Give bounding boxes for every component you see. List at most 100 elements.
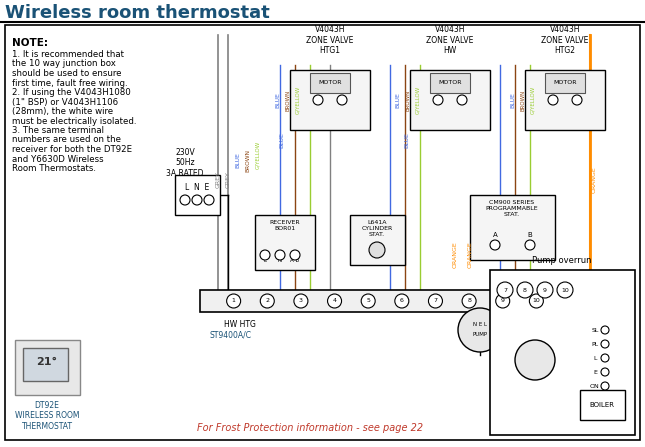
Text: V4043H
ZONE VALVE
HTG2: V4043H ZONE VALVE HTG2 — [541, 25, 589, 55]
Text: receiver for both the DT92E: receiver for both the DT92E — [12, 145, 132, 154]
Text: Wireless room thermostat: Wireless room thermostat — [5, 4, 270, 22]
Circle shape — [601, 382, 609, 390]
Bar — [525, 70, 605, 130]
Text: 4: 4 — [333, 299, 337, 304]
Text: PL: PL — [591, 342, 599, 346]
Text: For Frost Protection information - see page 22: For Frost Protection information - see p… — [197, 423, 423, 433]
Circle shape — [517, 282, 533, 298]
Text: L: L — [264, 258, 266, 263]
Text: ORANGE: ORANGE — [468, 242, 473, 268]
Bar — [580, 390, 625, 420]
Text: 5: 5 — [366, 299, 370, 304]
Text: 10: 10 — [561, 287, 569, 292]
Text: G/YELLOW: G/YELLOW — [530, 86, 535, 114]
Text: BOILER: BOILER — [590, 402, 615, 408]
Bar — [490, 270, 635, 435]
Text: L641A
CYLINDER
STAT.: L641A CYLINDER STAT. — [361, 220, 393, 236]
Circle shape — [530, 294, 543, 308]
Circle shape — [525, 240, 535, 250]
Text: numbers are used on the: numbers are used on the — [12, 135, 121, 144]
Bar — [520, 355, 560, 373]
Text: GREY: GREY — [215, 172, 221, 189]
Circle shape — [226, 294, 241, 308]
Circle shape — [537, 282, 553, 298]
Circle shape — [395, 294, 409, 308]
Circle shape — [294, 294, 308, 308]
Circle shape — [328, 294, 342, 308]
Text: G/YELLOW: G/YELLOW — [255, 141, 261, 169]
Bar — [310, 73, 350, 93]
Text: 10: 10 — [533, 299, 541, 304]
Circle shape — [490, 240, 500, 250]
Text: BLUE: BLUE — [235, 152, 241, 168]
Circle shape — [601, 354, 609, 362]
Circle shape — [496, 294, 510, 308]
Text: 2: 2 — [265, 299, 269, 304]
Text: HW HTG: HW HTG — [224, 320, 256, 329]
Text: (28mm), the white wire: (28mm), the white wire — [12, 107, 113, 116]
Bar — [175, 175, 220, 215]
Circle shape — [601, 340, 609, 348]
Text: 7: 7 — [433, 299, 437, 304]
Text: 9: 9 — [543, 287, 547, 292]
Bar — [430, 73, 470, 93]
Text: G/YELLOW: G/YELLOW — [295, 86, 301, 114]
Text: NOTE:: NOTE: — [12, 38, 48, 48]
Text: 6: 6 — [400, 299, 404, 304]
Text: SL: SL — [591, 328, 599, 333]
Bar — [255, 215, 315, 270]
Bar — [290, 70, 370, 130]
Text: A: A — [493, 232, 497, 238]
Circle shape — [361, 294, 375, 308]
Circle shape — [313, 95, 323, 105]
Text: (1" BSP) or V4043H1106: (1" BSP) or V4043H1106 — [12, 97, 118, 106]
Circle shape — [497, 282, 513, 298]
Circle shape — [557, 282, 573, 298]
Text: CM900 SERIES
PROGRAMMABLE
STAT.: CM900 SERIES PROGRAMMABLE STAT. — [486, 200, 539, 217]
Text: should be used to ensure: should be used to ensure — [12, 69, 121, 78]
Text: Pump overrun: Pump overrun — [532, 256, 591, 265]
Text: BLUE: BLUE — [275, 92, 281, 108]
Text: must be electrically isolated.: must be electrically isolated. — [12, 117, 137, 126]
Bar — [200, 290, 570, 312]
Text: N: N — [278, 258, 282, 263]
Text: the 10 way junction box: the 10 way junction box — [12, 59, 116, 68]
Text: 2. If using the V4043H1080: 2. If using the V4043H1080 — [12, 88, 131, 97]
Text: ORANGE: ORANGE — [592, 167, 597, 194]
Text: 3: 3 — [299, 299, 303, 304]
Text: BLUE: BLUE — [404, 132, 410, 148]
Text: G/YELLOW: G/YELLOW — [415, 86, 421, 114]
Text: BROWN: BROWN — [521, 89, 526, 110]
Text: ORANGE: ORANGE — [453, 242, 457, 268]
Circle shape — [458, 308, 502, 352]
Text: OE: OE — [545, 327, 555, 333]
Circle shape — [260, 250, 270, 260]
Text: BLUE: BLUE — [510, 92, 515, 108]
Text: MOTOR: MOTOR — [318, 80, 342, 85]
Text: OL: OL — [545, 317, 554, 323]
Text: and Y6630D Wireless: and Y6630D Wireless — [12, 155, 104, 164]
Circle shape — [462, 294, 476, 308]
Circle shape — [515, 340, 555, 380]
Bar — [23, 348, 68, 381]
Text: V4043H
ZONE VALVE
HW: V4043H ZONE VALVE HW — [426, 25, 473, 55]
Circle shape — [548, 95, 558, 105]
Text: 7: 7 — [503, 287, 507, 292]
Text: 8: 8 — [523, 287, 527, 292]
Text: L: L — [593, 355, 597, 360]
Text: 1. It is recommended that: 1. It is recommended that — [12, 50, 124, 59]
Text: BROWN: BROWN — [286, 89, 290, 110]
Circle shape — [261, 294, 274, 308]
Text: Room Thermostats.: Room Thermostats. — [12, 164, 96, 173]
Text: N E L: N E L — [473, 322, 487, 328]
Text: N E L: N E L — [529, 353, 541, 358]
Text: RECEIVER
BOR01: RECEIVER BOR01 — [270, 220, 301, 231]
Text: 8: 8 — [467, 299, 471, 304]
Text: L  N  E: L N E — [185, 183, 209, 192]
Circle shape — [180, 195, 190, 205]
Text: E: E — [593, 370, 597, 375]
Circle shape — [204, 195, 214, 205]
Circle shape — [428, 294, 442, 308]
Text: BROWN: BROWN — [246, 148, 250, 172]
Text: V4043H
ZONE VALVE
HTG1: V4043H ZONE VALVE HTG1 — [306, 25, 353, 55]
